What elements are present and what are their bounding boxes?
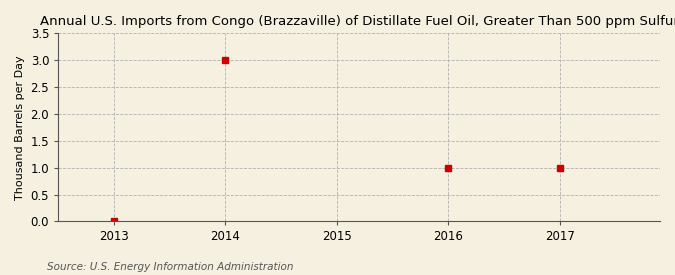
- Title: Annual U.S. Imports from Congo (Brazzaville) of Distillate Fuel Oil, Greater Tha: Annual U.S. Imports from Congo (Brazzavi…: [40, 15, 675, 28]
- Text: Source: U.S. Energy Information Administration: Source: U.S. Energy Information Administ…: [47, 262, 294, 272]
- Y-axis label: Thousand Barrels per Day: Thousand Barrels per Day: [15, 55, 25, 200]
